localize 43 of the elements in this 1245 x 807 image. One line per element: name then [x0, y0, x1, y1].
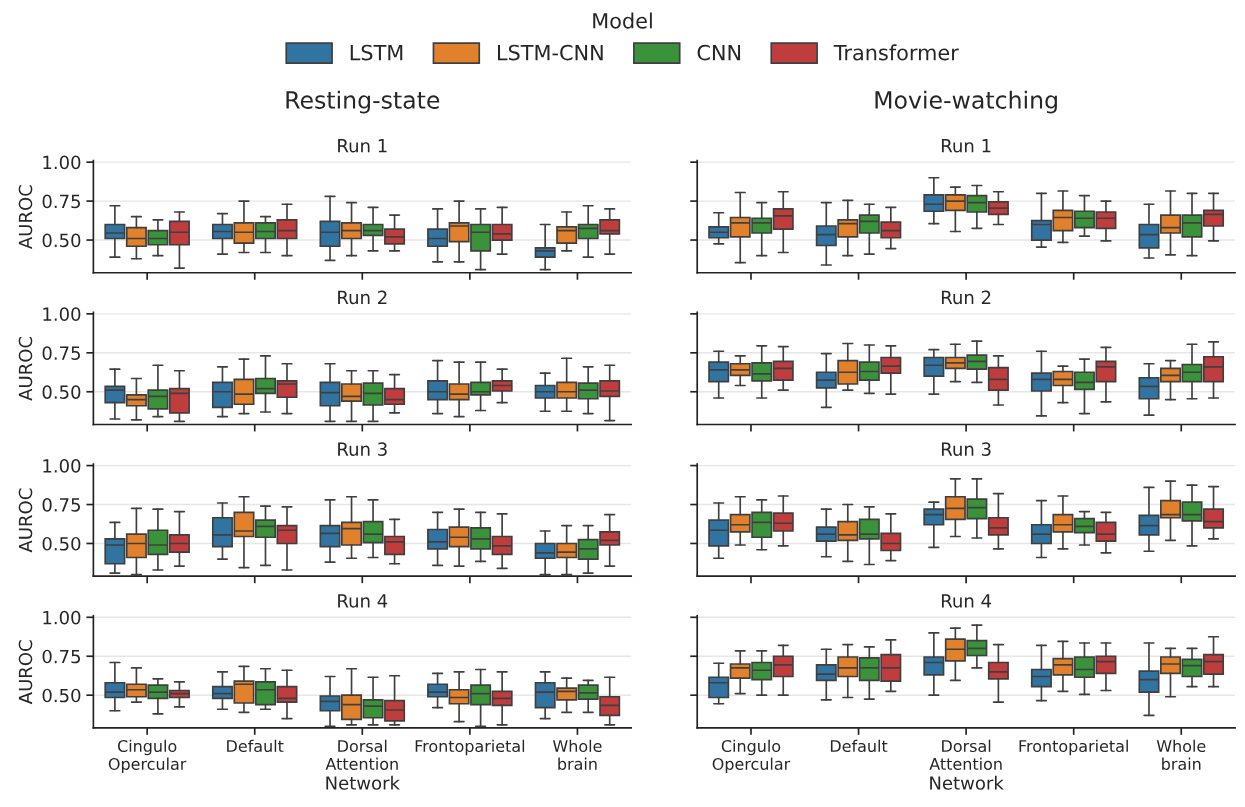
y-tick-label: 0.75	[42, 649, 80, 664]
x-tick-label: Cingulo Opercular	[712, 739, 791, 774]
chart-title: Run 4	[338, 594, 388, 608]
x-tick-label: Default	[227, 739, 284, 753]
chart-title: Run 2	[338, 290, 387, 305]
x-tick-label: Cingulo Opercular	[108, 739, 187, 774]
chart-title: Run 1	[338, 139, 387, 153]
y-tick-label: 1.00	[43, 307, 81, 321]
chart-title: Run 1	[941, 139, 991, 153]
y-tick-label: 0.75	[42, 497, 80, 512]
chart-title: Run 3	[338, 442, 387, 456]
y-axis-title: AUROC	[18, 336, 33, 401]
x-tick-label: Frontoparietal	[1019, 739, 1128, 756]
legend-label: CNN	[697, 44, 741, 61]
y-axis-title: AUROC	[18, 185, 33, 249]
x-tick-label: Default	[830, 739, 888, 753]
y-tick-label: 0.75	[42, 194, 80, 209]
x-tick-label: Frontoparietal	[415, 739, 525, 756]
x-tick-label: Dorsal Attention	[929, 739, 1002, 770]
legend-label: Transformer	[833, 44, 959, 61]
y-axis-title: AUROC	[18, 640, 33, 705]
y-tick-label: 0.75	[42, 346, 80, 360]
x-axis-title: Network	[930, 775, 1004, 790]
chart-subtitle: Movie-watching	[875, 90, 1057, 114]
x-tick-label: Whole brain	[552, 739, 602, 770]
y-tick-label: 1.00	[43, 610, 81, 625]
legend-label: LSTM	[350, 44, 403, 61]
chart-subtitle: Resting-state	[286, 90, 440, 114]
chart-title: Run 2	[941, 290, 991, 305]
x-axis-title: Network	[326, 775, 400, 790]
legend-label: LSTM-CNN	[497, 44, 603, 61]
legend-title: Model	[593, 12, 652, 29]
y-tick-label: 0.50	[42, 536, 81, 551]
chart-title: Run 3	[941, 442, 991, 456]
y-tick-label: 1.00	[43, 155, 81, 170]
y-axis-title: AUROC	[18, 488, 33, 553]
y-tick-label: 0.50	[42, 233, 81, 248]
x-tick-label: Whole brain	[1156, 739, 1206, 770]
chart-title: Run 4	[941, 594, 992, 608]
y-tick-label: 0.50	[42, 385, 81, 399]
y-tick-label: 0.50	[42, 688, 81, 703]
x-tick-label: Dorsal Attention	[325, 739, 398, 770]
y-tick-label: 1.00	[43, 459, 81, 473]
